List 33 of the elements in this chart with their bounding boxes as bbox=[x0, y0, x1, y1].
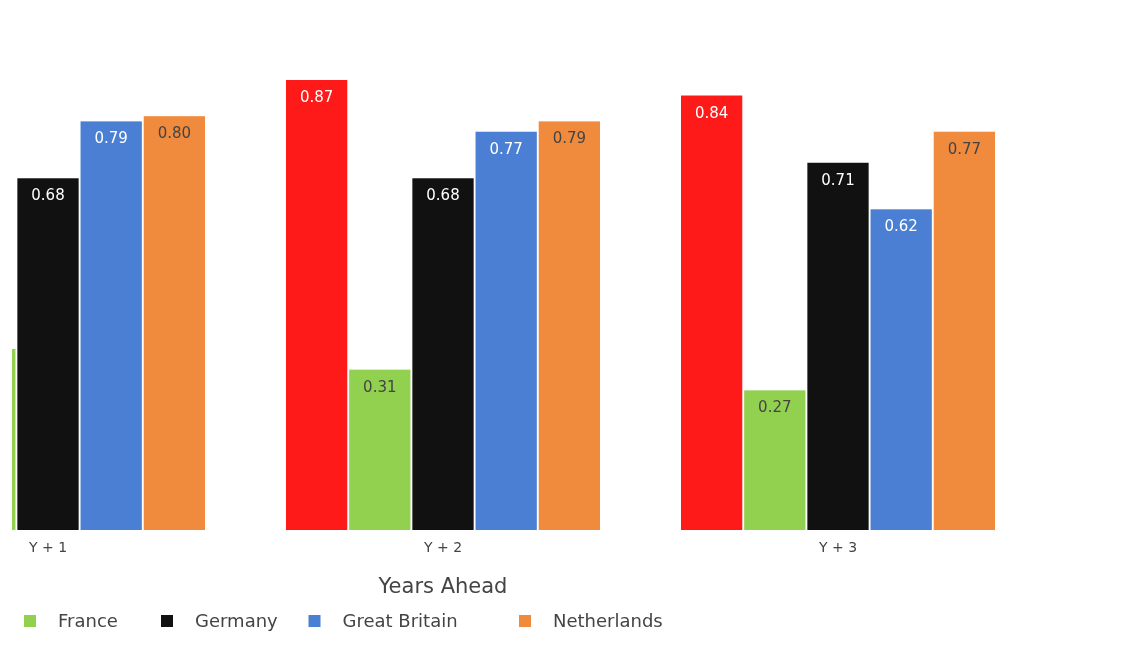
bar bbox=[744, 390, 806, 530]
bar bbox=[475, 131, 537, 530]
x-tick-label: Y + 3 bbox=[817, 539, 858, 555]
bar bbox=[538, 121, 601, 530]
data-label: 0.71 bbox=[821, 170, 855, 189]
data-label: 0.77 bbox=[489, 139, 523, 158]
bar bbox=[349, 369, 411, 530]
data-label: 0.79 bbox=[94, 129, 128, 148]
legend-label: Netherlands bbox=[553, 610, 663, 631]
data-label: 0.31 bbox=[363, 377, 397, 396]
data-label: 0.68 bbox=[31, 186, 65, 205]
bar bbox=[807, 162, 869, 530]
bar bbox=[870, 209, 932, 530]
legend-label: Great Britain bbox=[342, 610, 458, 631]
data-label: 0.79 bbox=[552, 129, 587, 148]
x-axis-title: Years Ahead bbox=[377, 574, 508, 598]
legend-label: Germany bbox=[195, 610, 279, 631]
bar bbox=[412, 178, 474, 530]
x-tick-label: Y + 1 bbox=[27, 539, 68, 555]
data-label: 0.62 bbox=[884, 217, 918, 236]
legend-label: France bbox=[58, 610, 118, 631]
bar bbox=[80, 121, 142, 530]
bar bbox=[933, 131, 996, 530]
bar bbox=[143, 116, 206, 530]
data-label: 0.77 bbox=[947, 139, 982, 158]
data-label: 0.84 bbox=[694, 103, 729, 122]
bar bbox=[680, 95, 743, 530]
data-label: 0.68 bbox=[426, 186, 460, 205]
bar bbox=[285, 80, 348, 530]
data-label: 0.27 bbox=[758, 398, 792, 417]
x-tick-label: Y + 2 bbox=[422, 539, 463, 555]
data-label: 0.80 bbox=[157, 124, 192, 143]
data-label: 0.87 bbox=[299, 88, 334, 106]
